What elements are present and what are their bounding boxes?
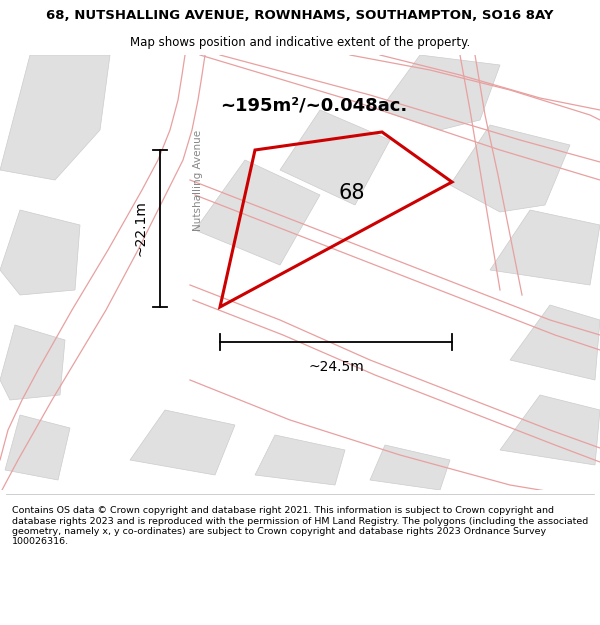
Polygon shape (0, 210, 80, 295)
Text: ~195m²/~0.048ac.: ~195m²/~0.048ac. (220, 96, 407, 114)
Text: ~22.1m: ~22.1m (134, 201, 148, 256)
Polygon shape (450, 125, 570, 212)
Polygon shape (195, 160, 320, 265)
Polygon shape (255, 435, 345, 485)
Polygon shape (510, 305, 600, 380)
Text: 68, NUTSHALLING AVENUE, ROWNHAMS, SOUTHAMPTON, SO16 8AY: 68, NUTSHALLING AVENUE, ROWNHAMS, SOUTHA… (46, 9, 554, 22)
Text: Contains OS data © Crown copyright and database right 2021. This information is : Contains OS data © Crown copyright and d… (12, 506, 588, 546)
Text: Nutshalling Avenue: Nutshalling Avenue (193, 129, 203, 231)
Text: Map shows position and indicative extent of the property.: Map shows position and indicative extent… (130, 36, 470, 49)
Text: 68: 68 (339, 182, 365, 203)
Polygon shape (0, 55, 110, 180)
Polygon shape (370, 445, 450, 490)
Text: ~24.5m: ~24.5m (308, 360, 364, 374)
Polygon shape (0, 325, 65, 400)
Polygon shape (490, 210, 600, 285)
Polygon shape (380, 55, 500, 130)
Polygon shape (5, 415, 70, 480)
Polygon shape (280, 110, 390, 205)
Polygon shape (500, 395, 600, 465)
Polygon shape (130, 410, 235, 475)
